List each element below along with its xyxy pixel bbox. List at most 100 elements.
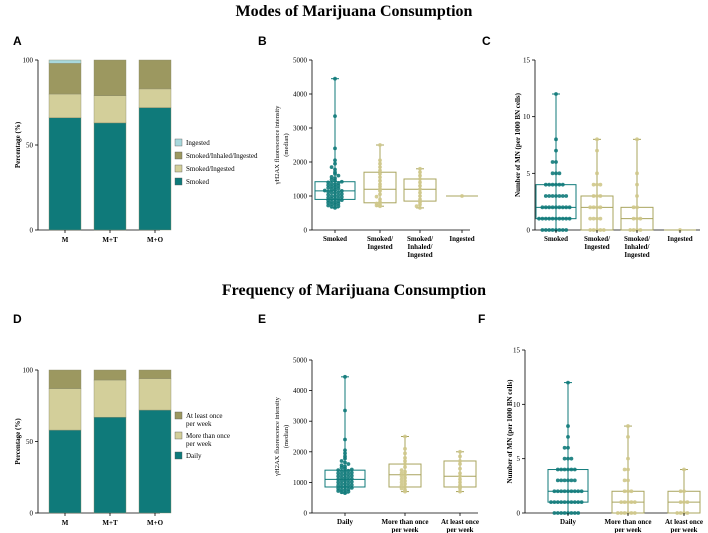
data-point [399,480,404,485]
data-point [403,469,407,474]
data-point [339,179,344,184]
data-point [682,500,686,505]
data-point [547,205,552,210]
panel-letter: D [13,312,22,326]
data-point [418,170,422,175]
data-point [562,489,567,494]
data-point [562,467,567,472]
legend-swatch [174,138,183,147]
data-point [403,465,407,469]
data-point [339,478,344,483]
data-point [339,472,344,477]
data-point [418,183,422,188]
data-point [378,175,382,180]
bar-segment-smoked-inhaled-ingested [138,59,172,90]
data-point [403,472,407,477]
x-tick-label: per week [671,526,698,533]
data-point [333,161,337,166]
data-point [333,114,337,118]
data-point [403,459,407,463]
data-point [343,491,347,496]
data-point [588,228,593,232]
data-point [333,194,337,199]
data-point [598,205,603,210]
y-tick-label: 15 [513,347,521,355]
data-point [555,489,560,494]
data-point [336,480,341,485]
data-point [399,477,404,482]
data-point [326,203,331,208]
x-tick-label: M [62,236,69,244]
y-axis-label: Percentage (%) [14,418,22,465]
data-point [595,216,599,221]
data-point [554,194,558,198]
data-point [374,194,379,199]
data-point [554,92,558,96]
data-point [329,196,334,201]
legend-label: More than once [186,432,230,440]
data-point [349,470,354,475]
data-point [343,437,347,442]
data-point [403,451,407,456]
data-point [418,173,422,178]
data-point [399,468,404,473]
data-point [622,467,627,472]
data-point [569,478,574,483]
y-tick-label: 3000 [293,418,308,426]
data-point [346,487,351,492]
bar-segment-more-than-once-per-week [93,379,127,418]
data-point [343,448,347,453]
legend-swatch [174,451,183,460]
data-point [547,194,552,198]
y-tick-label: 0 [304,227,308,235]
x-tick-label: Smoked/ [367,235,394,243]
data-point [458,489,462,494]
data-point [333,167,337,172]
bar-segment-smoked [48,117,82,231]
data-point [346,471,351,476]
data-point [559,489,564,494]
data-point [329,190,334,195]
x-tick-label: Ingested [584,243,609,251]
data-point [576,500,581,505]
data-point [622,511,627,515]
x-tick-label: Ingested [624,251,649,259]
data-point [567,205,572,210]
data-point [569,456,574,461]
data-point [326,195,331,200]
data-point [572,467,577,472]
y-tick-label: 50 [26,142,34,150]
data-point [626,456,630,461]
x-tick-label: Ingested [449,235,474,243]
data-point [555,478,560,483]
data-point [403,485,407,489]
x-tick-label: Inhaled/ [625,243,651,251]
data-point [336,196,341,201]
data-point [576,489,581,494]
x-tick-label: per week [392,526,419,533]
data-point [554,160,558,164]
y-tick-label: 0 [517,510,521,518]
data-point [403,488,407,492]
data-point [339,192,344,196]
data-point [540,228,545,232]
data-point [333,191,337,196]
data-point [622,478,627,483]
data-point [378,192,382,197]
data-point [591,194,596,198]
data-point [591,228,596,232]
data-point [555,511,560,515]
data-point [343,476,347,481]
data-point [595,148,599,153]
data-point [346,478,351,482]
data-point [554,137,558,142]
data-point [675,511,680,515]
y-axis-label: Number of MN (per 1000 BN cells) [506,379,514,484]
bar-segment-smoked-inhaled-ingested [93,59,127,96]
bar-segment-smoked-ingested [93,95,127,124]
data-point [564,205,569,210]
data-point [343,374,347,379]
panel-d: D 0 50 100 Percentage (%) M M+T M+O At least onc… [13,312,230,527]
panel-a: A 0 50 100 Percentage (%) M M+T M+O Ingested Smok… [13,34,258,244]
